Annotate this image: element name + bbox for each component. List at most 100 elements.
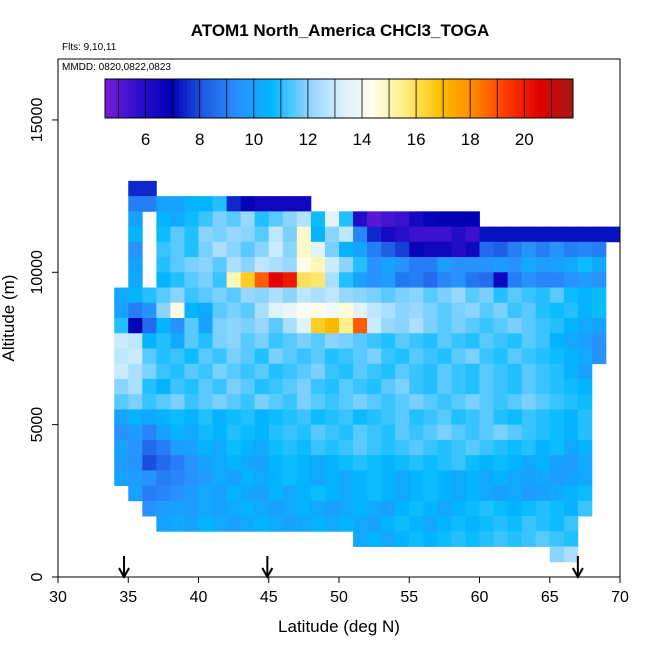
heatmap-cell <box>114 378 129 395</box>
colorbar-tick-label: 14 <box>353 130 372 149</box>
heatmap-cell <box>493 500 508 517</box>
heatmap-cell <box>170 378 185 395</box>
heatmap-cell <box>521 394 537 410</box>
heatmap-cell <box>212 287 227 304</box>
heatmap-cell <box>184 439 199 456</box>
heatmap-cell <box>535 516 551 532</box>
heatmap-cell <box>296 455 312 471</box>
heatmap-cell <box>240 455 256 471</box>
colorbar-segment <box>362 79 367 118</box>
heatmap-cell <box>310 409 326 426</box>
heatmap-cell <box>395 500 410 517</box>
heatmap-cell <box>142 318 157 334</box>
heatmap-cell <box>184 272 199 288</box>
heatmap-cell <box>339 333 354 349</box>
colorbar-segment <box>183 79 188 118</box>
heatmap-cell <box>198 287 213 304</box>
heatmap-cell <box>212 485 227 502</box>
heatmap-cell <box>310 287 326 304</box>
heatmap-cell <box>170 241 185 258</box>
heatmap-cell <box>381 287 396 304</box>
colorbar-segment <box>222 79 227 118</box>
colorbar-segment <box>405 79 410 118</box>
heatmap-cell <box>324 363 340 380</box>
heatmap-cell <box>395 272 410 288</box>
heatmap-cell <box>381 318 396 334</box>
heatmap-cell <box>254 333 270 349</box>
y-tick-label: 15000 <box>29 98 46 143</box>
heatmap-cell <box>156 516 171 532</box>
colorbar-segment <box>335 79 340 118</box>
heatmap-cell <box>324 500 340 517</box>
y-axis-label: Altitude (m) <box>0 275 18 362</box>
heatmap-cell <box>521 287 537 304</box>
heatmap-cell <box>310 318 326 334</box>
heatmap-cell <box>254 439 270 456</box>
colorbar-segment <box>342 79 348 118</box>
heatmap-cell <box>507 226 523 243</box>
heatmap-cell <box>212 363 227 380</box>
colorbar-segment <box>557 79 562 118</box>
heatmap-cell <box>184 394 199 410</box>
heatmap-cell <box>226 439 242 456</box>
heatmap-cell <box>367 439 382 456</box>
heatmap-cell <box>324 516 340 532</box>
heatmap-cell <box>254 470 270 486</box>
heatmap-cell <box>268 302 284 319</box>
heatmap-cell <box>493 455 508 471</box>
chart-title: ATOM1 North_America CHCl3_TOGA <box>191 21 490 40</box>
heatmap-cell <box>563 485 579 502</box>
heatmap-cell <box>535 394 551 410</box>
heatmap-cell <box>254 424 270 441</box>
heatmap-cell <box>577 318 593 334</box>
heatmap-cell <box>395 363 410 380</box>
heatmap-cell <box>493 516 508 532</box>
heatmap-cell <box>521 272 537 288</box>
heatmap-cell <box>339 424 354 441</box>
heatmap-cell <box>254 272 270 288</box>
heatmap-cell <box>212 333 227 349</box>
heatmap-cell <box>549 363 565 380</box>
colorbar-segment <box>249 79 254 118</box>
heatmap-cell <box>451 226 466 243</box>
heatmap-cell <box>353 363 368 380</box>
heatmap-cell <box>198 409 213 426</box>
heatmap-cell <box>184 318 199 334</box>
heatmap-cell <box>409 500 424 517</box>
heatmap-cell <box>437 318 452 334</box>
heatmap-cell <box>451 531 466 547</box>
colorbar-segment <box>128 79 133 118</box>
heatmap-cell <box>409 470 424 486</box>
heatmap-cell <box>563 424 579 441</box>
heatmap-cell <box>521 257 537 273</box>
heatmap-cell <box>198 333 213 349</box>
heatmap-cell <box>282 348 298 365</box>
heatmap-cell <box>184 363 199 380</box>
heatmap-cell <box>282 394 298 410</box>
heatmap-cell <box>170 470 185 486</box>
heatmap-cell <box>367 424 382 441</box>
heatmap-cell <box>310 455 326 471</box>
heatmap-cell <box>535 439 551 456</box>
heatmap-cell <box>437 455 452 471</box>
heatmap-cell <box>577 226 593 243</box>
colorbar-segment <box>175 79 180 118</box>
heatmap-cell <box>549 500 565 517</box>
heatmap-cell <box>577 302 593 319</box>
heatmap-cell <box>212 211 227 227</box>
x-tick-label: 70 <box>611 589 629 606</box>
heatmap-cell <box>451 257 466 273</box>
heatmap-cell <box>409 485 424 502</box>
heatmap-cell <box>493 424 508 441</box>
heatmap-cell <box>128 470 143 486</box>
heatmap-cell <box>353 470 368 486</box>
heatmap-cell <box>465 363 480 380</box>
heatmap-cell <box>479 378 494 395</box>
heatmap-cell <box>577 470 593 486</box>
heatmap-cell <box>507 333 523 349</box>
heatmap-cell <box>577 485 593 502</box>
heatmap-cell <box>282 318 298 334</box>
heatmap-cell <box>423 226 438 243</box>
heatmap-cell <box>381 348 396 365</box>
heatmap-cell <box>310 257 326 273</box>
